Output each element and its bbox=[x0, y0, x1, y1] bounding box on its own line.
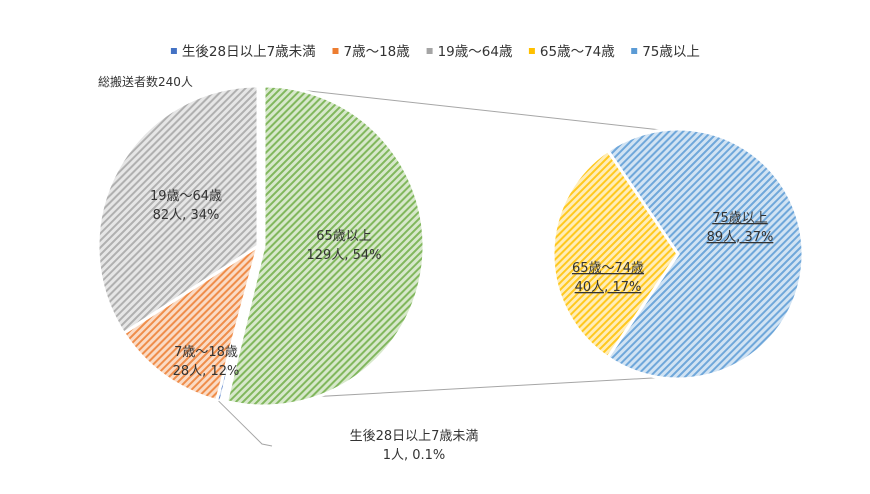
data-label-value: 129人, 54% bbox=[307, 248, 382, 263]
data-label-value: 1人, 0.1% bbox=[383, 448, 446, 463]
data-label-category: 生後28日以上7歳未満 bbox=[350, 429, 479, 444]
total-label: 総搬送者数240人 bbox=[98, 74, 193, 89]
secondary-pie bbox=[551, 127, 805, 381]
main-pie-slice bbox=[96, 84, 260, 336]
secondary-pie-slice bbox=[551, 148, 680, 360]
legend-entry-label: 19歳～64歳 bbox=[438, 44, 513, 60]
legend-swatch bbox=[426, 48, 433, 54]
main-pie-slice bbox=[121, 242, 261, 403]
legend-swatch bbox=[170, 48, 177, 54]
data-label-value: 89人, 37% bbox=[707, 230, 774, 245]
main-pie-slice bbox=[224, 84, 426, 408]
legend-entry-label: 生後28日以上7歳未満 bbox=[182, 44, 316, 60]
legend-entry-label: 7歳～18歳 bbox=[344, 44, 411, 60]
legend-entry-label: 75歳以上 bbox=[642, 44, 700, 60]
legend-swatch bbox=[631, 48, 638, 54]
data-label-value: 40人, 17% bbox=[575, 280, 642, 295]
connector-line-top bbox=[263, 85, 671, 132]
data-label-category: 7歳～18歳 bbox=[174, 345, 238, 360]
data-label-category: 19歳～64歳 bbox=[150, 189, 222, 204]
leader-line bbox=[218, 400, 273, 447]
secondary-pie-slice bbox=[605, 127, 805, 381]
main-pie bbox=[96, 84, 426, 408]
legend-swatch bbox=[528, 48, 535, 54]
legend-swatch bbox=[332, 48, 339, 54]
data-label-value: 82人, 34% bbox=[153, 208, 220, 223]
data-labels: 65歳以上 129人, 54% 7歳～18歳 28人, 12% 19歳～64歳 82人, … bbox=[150, 189, 773, 463]
data-label-category: 75歳以上 bbox=[712, 211, 768, 226]
legend: 生後28日以上7歳未満 7歳～18歳 19歳～64歳 65歳～74歳 75歳以上 bbox=[170, 44, 700, 60]
data-label-category: 65歳～74歳 bbox=[572, 261, 644, 276]
legend-entry-label: 65歳～74歳 bbox=[540, 44, 615, 60]
data-label-category: 65歳以上 bbox=[316, 229, 372, 244]
data-label-value: 28人, 12% bbox=[173, 364, 240, 379]
